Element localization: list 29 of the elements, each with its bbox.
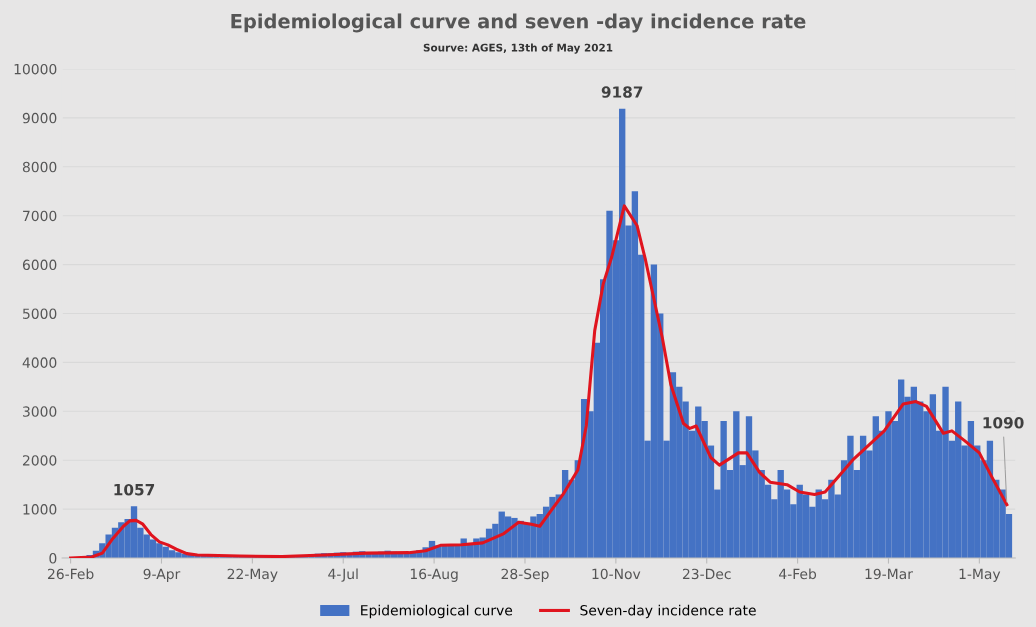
legend-label: Epidemiological curve [361,604,513,619]
x-tick-label: 26-Feb [48,568,94,580]
y-tick-label: 10000 [14,63,57,75]
annotation: 1090 [983,416,1024,429]
chart-title: Epidemiological curve and seven -day incidence rate [231,13,806,33]
y-tick-label: 5000 [23,308,57,319]
y-tick-label: 2000 [22,455,57,466]
x-tick-label: 10-Nov [592,568,641,580]
x-tick-label: 9-Apr [143,568,181,582]
x-tick-label: 1-May [959,568,1001,582]
x-tick-label: 28-Sep [501,568,549,582]
x-tick-label: 23-Dec [682,568,731,580]
y-tick-label: 1000 [23,504,57,515]
x-tick-label: 4-Feb [779,568,817,580]
y-tick-label: 9000 [22,112,57,124]
chart-subtitle: Sourve: AGES, 13th of May 2021 [423,43,613,54]
y-tick-label: 4000 [22,357,57,368]
x-tick-label: 4-Jul [328,568,358,582]
y-tick-label: 0 [49,553,57,564]
legend-label: Seven-day incidence rate [580,604,756,619]
annotation: 1057 [114,483,155,496]
annotation: 9187 [601,86,643,98]
y-tick-label: 7000 [23,210,57,222]
x-tick-label: 22-May [227,568,278,582]
y-tick-label: 6000 [22,259,57,271]
x-tick-label: 16-Aug [410,568,458,582]
y-tick-label: 8000 [22,161,57,173]
y-tick-label: 3000 [23,406,57,417]
x-tick-label: 19-Mar [865,568,913,580]
